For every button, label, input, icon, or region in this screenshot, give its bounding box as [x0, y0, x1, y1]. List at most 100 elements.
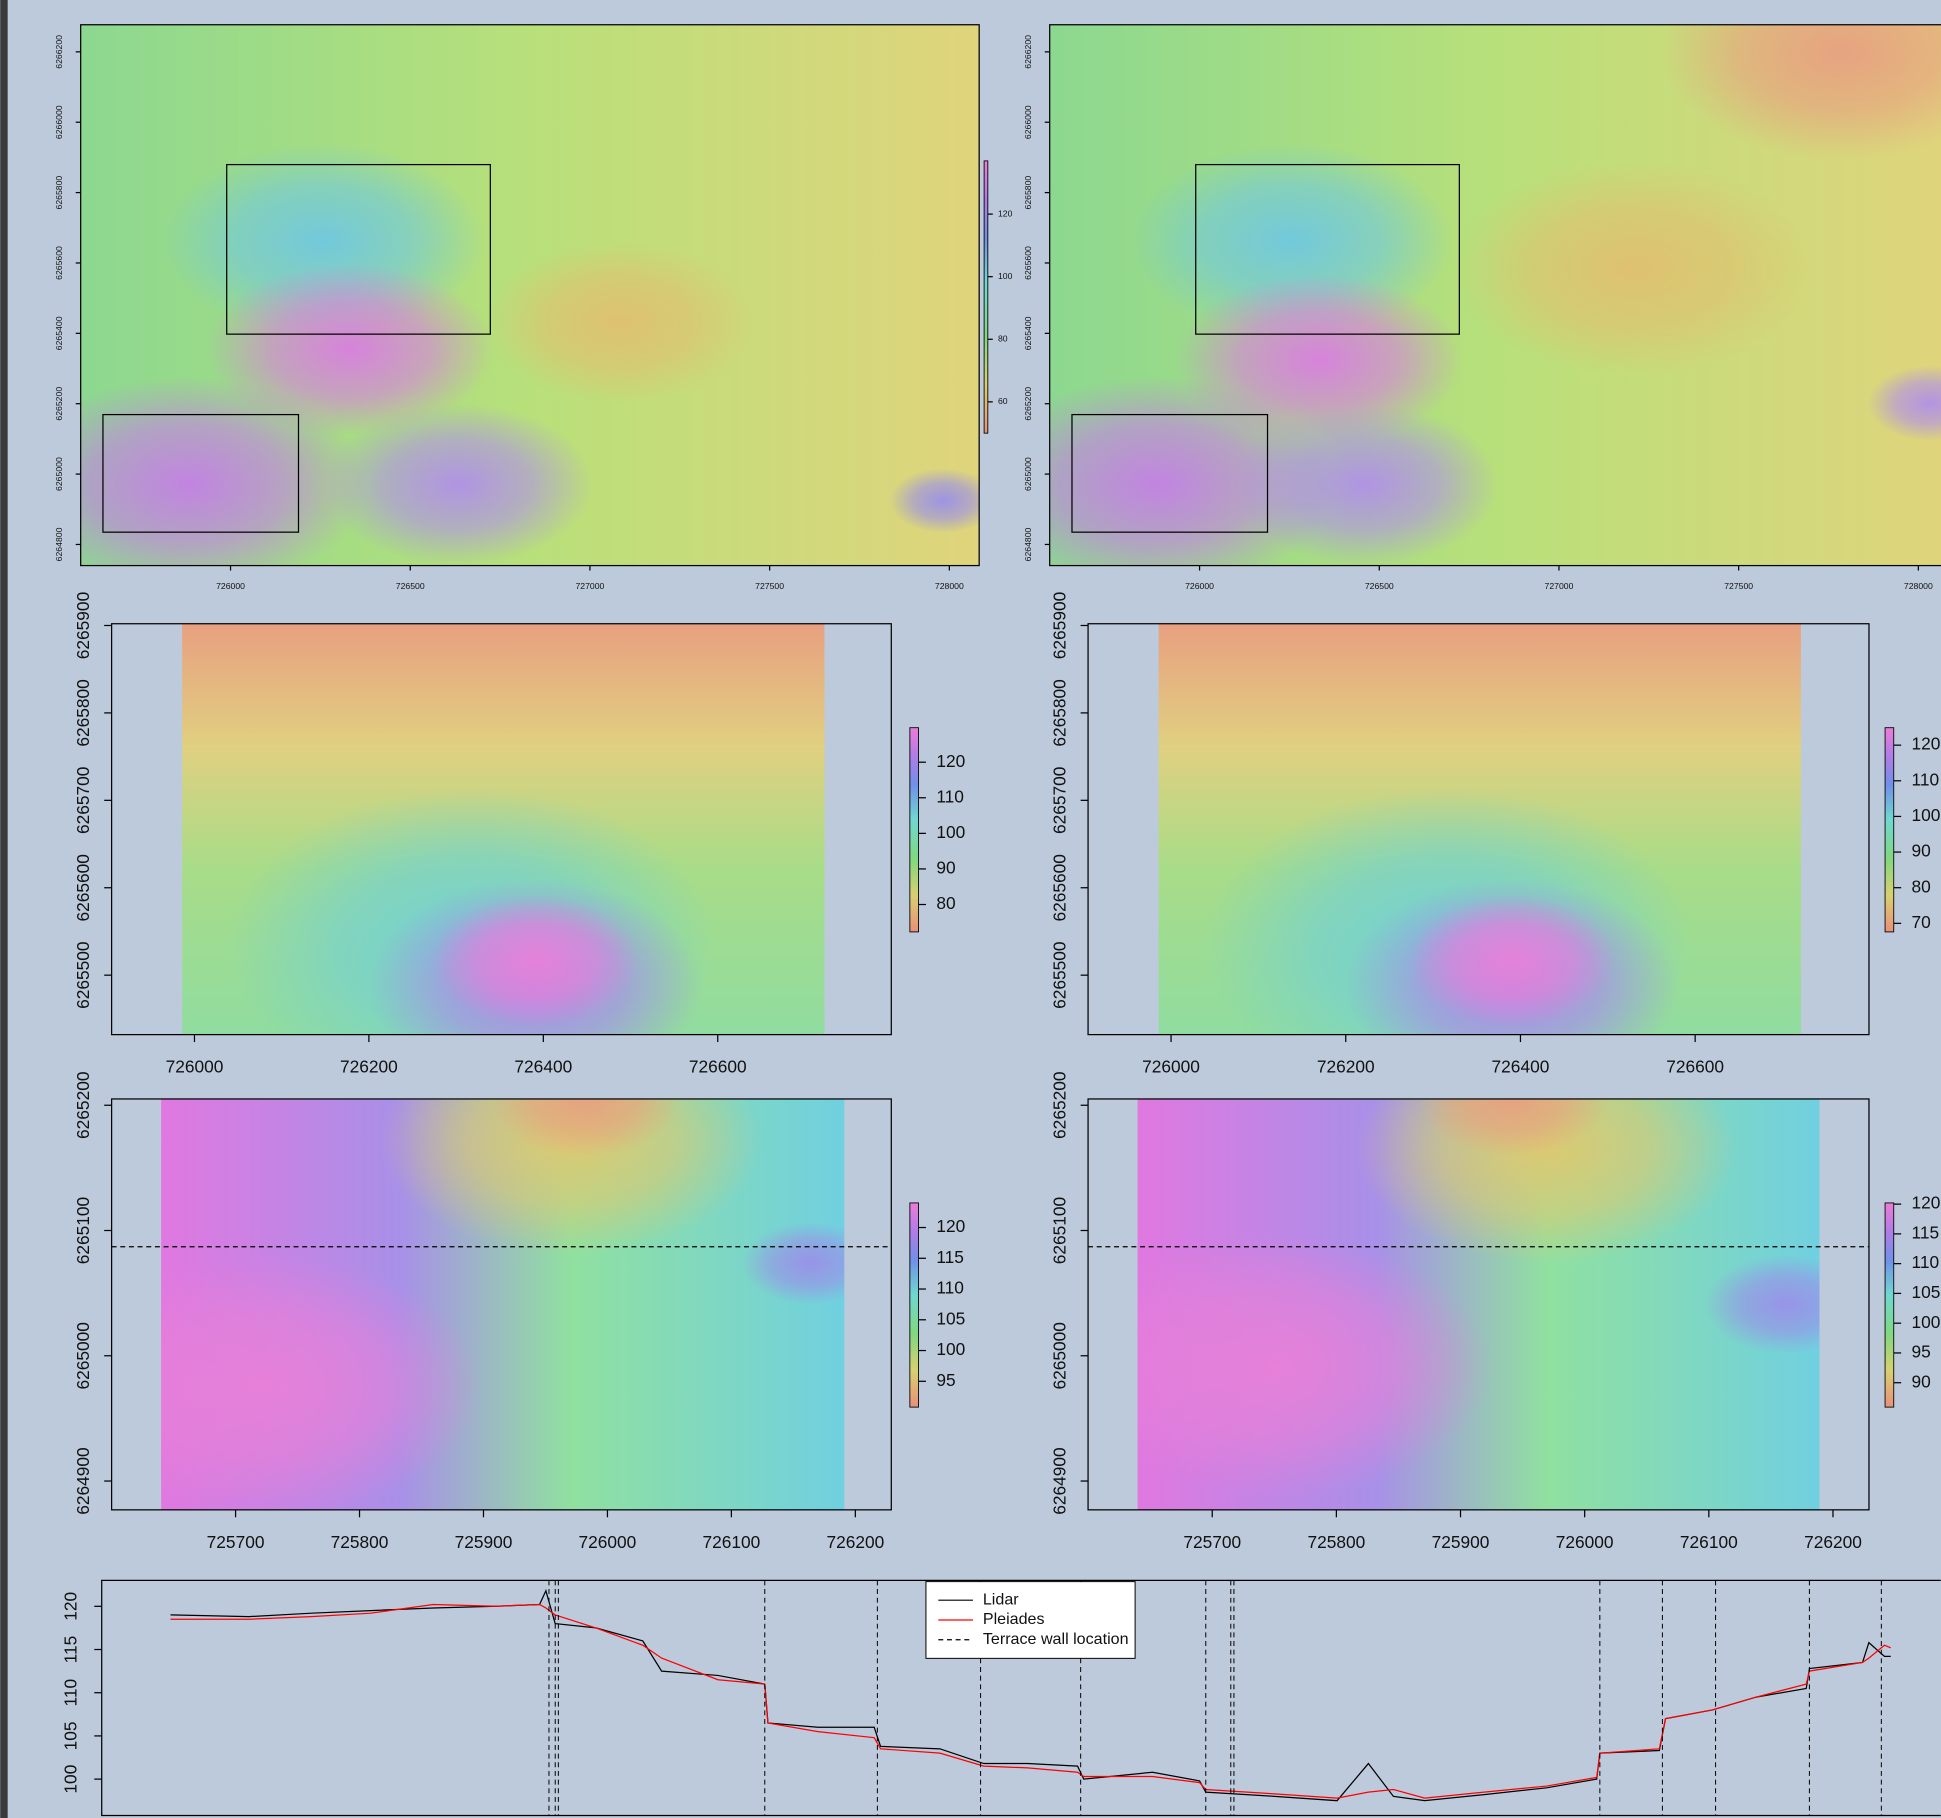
x-tick-label: 726100 [1680, 1532, 1738, 1552]
x-tick-label: 727000 [575, 581, 604, 591]
x-tick-label: 725800 [331, 1532, 389, 1552]
colorbar-tick-label: 110 [936, 786, 964, 806]
y-tick-label: 6265100 [73, 1197, 93, 1264]
y-tick-label: 115 [61, 1636, 81, 1664]
y-tick-label: 6265500 [1049, 941, 1069, 1008]
colorbar [909, 1202, 919, 1408]
legend-label: Lidar [983, 1590, 1019, 1608]
x-tick-label: 726400 [514, 1057, 572, 1077]
y-tick-label: 6265000 [73, 1322, 93, 1389]
colorbar-tick-label: 110 [1912, 1252, 1940, 1272]
x-tick-label: 726500 [1365, 581, 1394, 591]
zoom-extent-box [226, 163, 491, 335]
colorbar-tick-label: 120 [1912, 734, 1941, 754]
map-panel [182, 623, 825, 1035]
colorbar-tick-label: 110 [936, 1278, 964, 1298]
colorbar-tick-label: 80 [936, 893, 955, 913]
y-tick-label: 6265800 [1049, 679, 1069, 746]
x-tick-label: 726200 [340, 1057, 398, 1077]
y-tick-label: 6265200 [73, 1072, 93, 1139]
colorbar-tick-label: 100 [998, 271, 1013, 281]
plot-frame [111, 623, 892, 1036]
colorbar-tick-label: 90 [936, 858, 955, 878]
x-tick-label: 726200 [1317, 1057, 1375, 1077]
zoom-extent-box [1195, 163, 1460, 335]
elevation-raster [1137, 1098, 1820, 1510]
y-tick-label: 6266000 [1023, 105, 1033, 139]
y-tick-label: 6265800 [54, 176, 64, 210]
x-tick-label: 726000 [1185, 581, 1214, 591]
x-tick-label: 726000 [1142, 1057, 1200, 1077]
elevation-raster [182, 623, 825, 1035]
plot-frame [1087, 623, 1870, 1036]
colorbar-tick-label: 115 [1912, 1222, 1940, 1242]
x-tick-label: 726400 [1492, 1057, 1550, 1077]
map-panel [80, 24, 980, 566]
y-tick-label: 110 [61, 1679, 81, 1707]
plot-frame [111, 1098, 892, 1511]
colorbar-tick-label: 105 [936, 1308, 965, 1328]
x-tick-label: 728000 [1904, 581, 1933, 591]
map-panel [1049, 24, 1941, 566]
x-tick-label: 728000 [935, 581, 964, 591]
elevation-raster [161, 1098, 845, 1510]
colorbar-tick-label: 95 [1912, 1342, 1931, 1362]
map-panel [1158, 623, 1801, 1035]
y-tick-label: 6265100 [1049, 1197, 1069, 1264]
colorbar-tick-label: 100 [1912, 1312, 1941, 1332]
y-tick-label: 120 [61, 1592, 81, 1621]
colorbar-tick-label: 90 [1912, 1371, 1931, 1391]
x-tick-label: 725800 [1307, 1532, 1365, 1552]
x-tick-label: 726000 [216, 581, 245, 591]
zoom-extent-box [102, 413, 300, 533]
x-tick-label: 726600 [1666, 1057, 1724, 1077]
x-tick-label: 726200 [826, 1532, 884, 1552]
y-tick-label: 6265900 [1049, 592, 1069, 659]
colorbar-tick-label: 120 [936, 1216, 965, 1236]
y-tick-label: 6265800 [73, 679, 93, 746]
y-tick-label: 105 [61, 1721, 81, 1750]
map-panel [1088, 1098, 1869, 1510]
y-tick-label: 100 [61, 1765, 81, 1794]
x-tick-label: 726200 [1804, 1532, 1862, 1552]
x-tick-label: 727500 [1724, 581, 1753, 591]
colorbar-tick-label: 100 [936, 822, 965, 842]
plot-frame [101, 1579, 1941, 1817]
colorbar-tick-label: 90 [1912, 841, 1931, 861]
x-tick-label: 726500 [396, 581, 425, 591]
colorbar [1884, 727, 1895, 933]
colorbar-tick-label: 80 [998, 334, 1008, 344]
plot-frame [1087, 1098, 1870, 1511]
elevation-raster [80, 24, 980, 566]
y-tick-label: 6264800 [54, 527, 64, 561]
y-tick-label: 6265700 [73, 767, 93, 834]
colorbar-tick-label: 70 [1912, 912, 1931, 932]
y-tick-label: 6265500 [73, 941, 93, 1008]
y-tick-label: 6265600 [1049, 854, 1069, 921]
colorbar-tick-label: 110 [1912, 769, 1940, 789]
zoom-extent-box [1071, 413, 1269, 533]
colorbar-tick-label: 95 [936, 1370, 955, 1390]
colorbar-tick-label: 100 [1912, 805, 1941, 825]
colorbar [1884, 1202, 1895, 1408]
y-tick-label: 6265000 [54, 457, 64, 491]
y-tick-label: 6265800 [1023, 176, 1033, 210]
colorbar-tick-label: 120 [998, 208, 1013, 218]
y-tick-label: 6265200 [54, 387, 64, 421]
x-tick-label: 726000 [1556, 1532, 1614, 1552]
y-tick-label: 6265200 [1049, 1072, 1069, 1139]
colorbar-tick-label: 60 [998, 396, 1008, 406]
y-tick-label: 6265400 [1023, 316, 1033, 350]
map-panel [111, 1098, 892, 1510]
colorbar [909, 727, 919, 933]
colorbar-tick-label: 80 [1912, 876, 1931, 896]
colorbar-tick-label: 105 [1912, 1282, 1941, 1302]
y-tick-label: 6266000 [54, 105, 64, 139]
x-tick-label: 726100 [703, 1532, 761, 1552]
x-tick-label: 726000 [579, 1532, 637, 1552]
x-tick-label: 725700 [207, 1532, 265, 1552]
y-tick-label: 6265600 [54, 246, 64, 280]
x-tick-label: 725700 [1183, 1532, 1241, 1552]
